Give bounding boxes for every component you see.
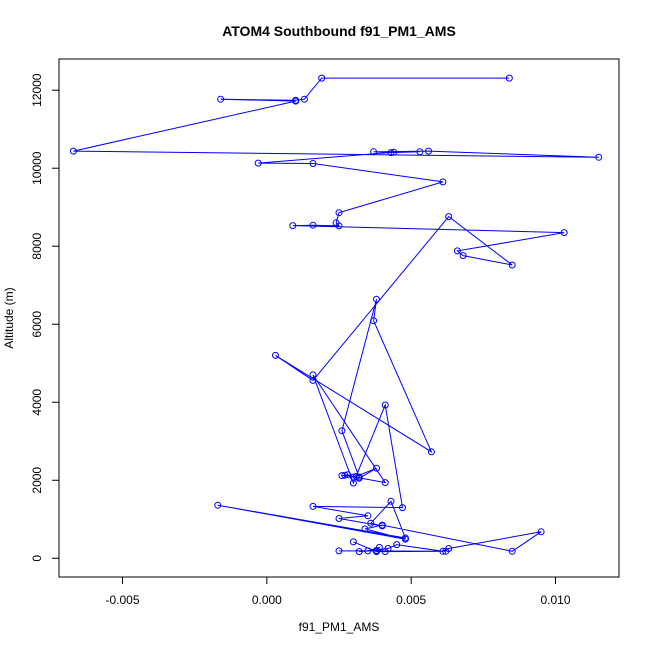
data-point	[399, 504, 406, 512]
x-tick-label: 0.000	[252, 593, 282, 607]
data-point	[442, 547, 450, 555]
series-layer	[69, 74, 603, 556]
data-point	[289, 222, 297, 230]
data-point	[387, 497, 395, 505]
data-point	[367, 519, 375, 527]
data-point	[338, 427, 346, 435]
data-point	[364, 547, 372, 555]
data-point	[439, 178, 447, 186]
chart-title: ATOM4 Southbound f91_PM1_AMS	[222, 23, 456, 39]
data-point	[300, 95, 308, 103]
data-point	[355, 548, 363, 556]
data-point	[69, 147, 77, 155]
plot-frame	[58, 58, 620, 578]
data-point	[378, 521, 386, 529]
data-point	[352, 472, 360, 480]
data-point	[508, 547, 516, 555]
y-tick-label: 10000	[30, 151, 44, 185]
x-tick-label: 0.010	[540, 593, 570, 607]
data-point	[217, 95, 225, 103]
data-point	[335, 222, 343, 230]
data-point	[373, 464, 380, 472]
x-tick-label: -0.005	[105, 593, 139, 607]
y-tick-label: 0	[30, 555, 44, 562]
y-tick-label: 8000	[30, 233, 44, 260]
data-point	[309, 371, 317, 379]
y-tick-label: 6000	[30, 311, 44, 338]
data-point	[416, 148, 424, 156]
data-point	[505, 74, 513, 82]
data-point	[214, 501, 222, 509]
data-point	[595, 153, 603, 161]
y-axis-ticks: 0 2000 4000 6000 8000 10000 12000	[30, 73, 59, 562]
data-point	[349, 479, 357, 487]
data-point	[425, 147, 432, 155]
data-point	[373, 548, 380, 556]
x-axis-ticks: -0.005 0.000 0.005 0.010	[105, 577, 571, 607]
data-point	[341, 471, 349, 479]
data-point	[387, 149, 395, 157]
data-point	[381, 401, 389, 409]
y-tick-label: 4000	[30, 389, 44, 416]
data-point	[272, 351, 279, 359]
data-point	[318, 74, 326, 82]
data-point	[370, 148, 378, 156]
data-point	[427, 448, 435, 456]
y-axis-label: Altitude (m)	[2, 287, 16, 348]
data-point	[560, 229, 568, 237]
data-point	[309, 160, 317, 167]
data-point	[439, 547, 447, 555]
data-point	[381, 479, 389, 487]
data-point	[254, 159, 262, 167]
x-axis-label: f91_PM1_AMS	[299, 620, 380, 634]
data-point	[537, 528, 545, 536]
data-point	[401, 535, 409, 543]
data-point	[370, 317, 378, 325]
data-point	[381, 548, 389, 556]
data-point	[344, 471, 352, 479]
data-point	[508, 261, 516, 269]
data-point	[335, 515, 343, 522]
series-line	[73, 77, 599, 553]
data-point	[364, 512, 372, 520]
data-point	[335, 209, 343, 217]
data-point	[459, 252, 467, 260]
data-point	[453, 247, 461, 255]
data-point	[309, 221, 317, 229]
x-tick-label: 0.005	[396, 593, 426, 607]
data-point	[373, 295, 380, 303]
data-point	[335, 547, 343, 555]
data-point	[361, 525, 369, 533]
data-point	[292, 97, 300, 105]
data-point	[349, 538, 357, 546]
y-tick-label: 2000	[30, 467, 44, 494]
data-point	[390, 148, 398, 156]
data-point	[309, 502, 317, 510]
y-tick-label: 12000	[30, 73, 44, 107]
data-point	[445, 213, 453, 221]
data-point	[393, 541, 401, 549]
